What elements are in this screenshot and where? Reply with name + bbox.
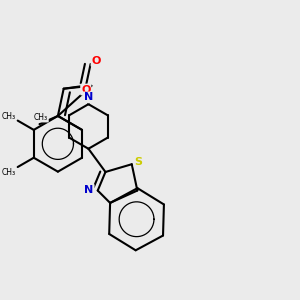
Text: CH₃: CH₃ [34, 113, 48, 122]
Text: O: O [81, 85, 91, 94]
Text: CH₃: CH₃ [1, 112, 16, 122]
Text: N: N [84, 92, 93, 102]
Text: O: O [92, 56, 101, 66]
Text: S: S [135, 157, 142, 167]
Text: N: N [84, 185, 94, 195]
Text: CH₃: CH₃ [1, 168, 16, 177]
